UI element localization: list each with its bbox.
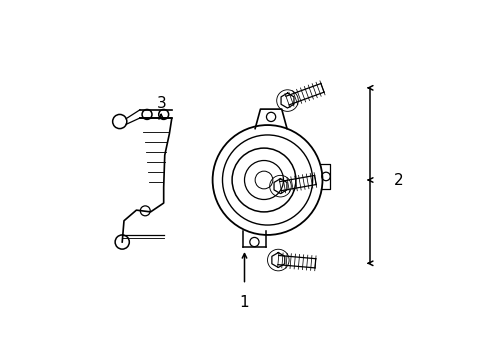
Text: 3: 3 [156,96,166,111]
Text: 1: 1 [239,295,249,310]
Text: 2: 2 [393,172,403,188]
